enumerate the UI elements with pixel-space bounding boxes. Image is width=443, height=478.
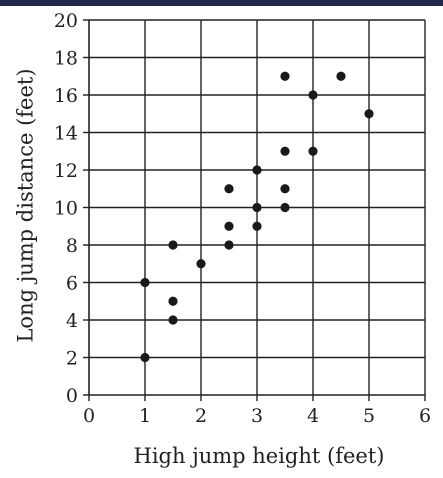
data-point-3 bbox=[168, 296, 178, 306]
x-tick-label-2: 2 bbox=[195, 405, 207, 427]
axes bbox=[83, 19, 426, 401]
y-axis-title: Long jump distance (feet) bbox=[14, 68, 38, 342]
data-point-0 bbox=[140, 352, 150, 363]
data-point-13 bbox=[280, 184, 290, 194]
data-point-1 bbox=[140, 277, 150, 288]
data-point-6 bbox=[224, 240, 234, 250]
data-point-14 bbox=[280, 146, 290, 156]
x-tick-label-3: 3 bbox=[251, 405, 263, 427]
data-point-11 bbox=[252, 165, 262, 175]
data-point-12 bbox=[280, 202, 290, 213]
grid bbox=[89, 19, 426, 395]
x-tick-label-4: 4 bbox=[307, 405, 319, 427]
x-tick-label-1: 1 bbox=[139, 405, 151, 427]
y-tick-label-0: 0 bbox=[66, 385, 78, 407]
data-point-5 bbox=[196, 259, 206, 269]
y-tick-label-4: 8 bbox=[66, 235, 78, 257]
data-point-4 bbox=[168, 240, 178, 250]
data-point-2 bbox=[168, 315, 178, 325]
y-tick-label-9: 18 bbox=[54, 48, 78, 70]
y-tick-label-3: 6 bbox=[66, 273, 78, 295]
data-point-10 bbox=[252, 202, 262, 213]
y-tick-label-7: 14 bbox=[54, 123, 78, 145]
data-point-9 bbox=[252, 221, 262, 231]
data-point-19 bbox=[364, 109, 374, 119]
data-point-17 bbox=[308, 90, 318, 100]
data-points bbox=[140, 71, 374, 363]
x-axis-title: High jump height (feet) bbox=[134, 444, 385, 468]
data-point-7 bbox=[224, 221, 234, 231]
x-tick-label-6: 6 bbox=[419, 405, 431, 427]
data-point-16 bbox=[308, 146, 318, 156]
y-tick-label-10: 20 bbox=[54, 10, 78, 32]
y-tick-label-5: 10 bbox=[54, 198, 78, 220]
top-band bbox=[0, 0, 443, 6]
x-tick-label-0: 0 bbox=[83, 405, 95, 427]
y-tick-label-8: 16 bbox=[54, 85, 78, 107]
data-point-18 bbox=[336, 71, 346, 81]
data-point-8 bbox=[224, 184, 234, 194]
y-tick-label-2: 4 bbox=[66, 310, 78, 332]
y-tick-label-1: 2 bbox=[66, 348, 78, 370]
y-tick-label-6: 12 bbox=[54, 160, 78, 182]
x-tick-label-5: 5 bbox=[363, 405, 375, 427]
data-point-15 bbox=[280, 71, 290, 81]
